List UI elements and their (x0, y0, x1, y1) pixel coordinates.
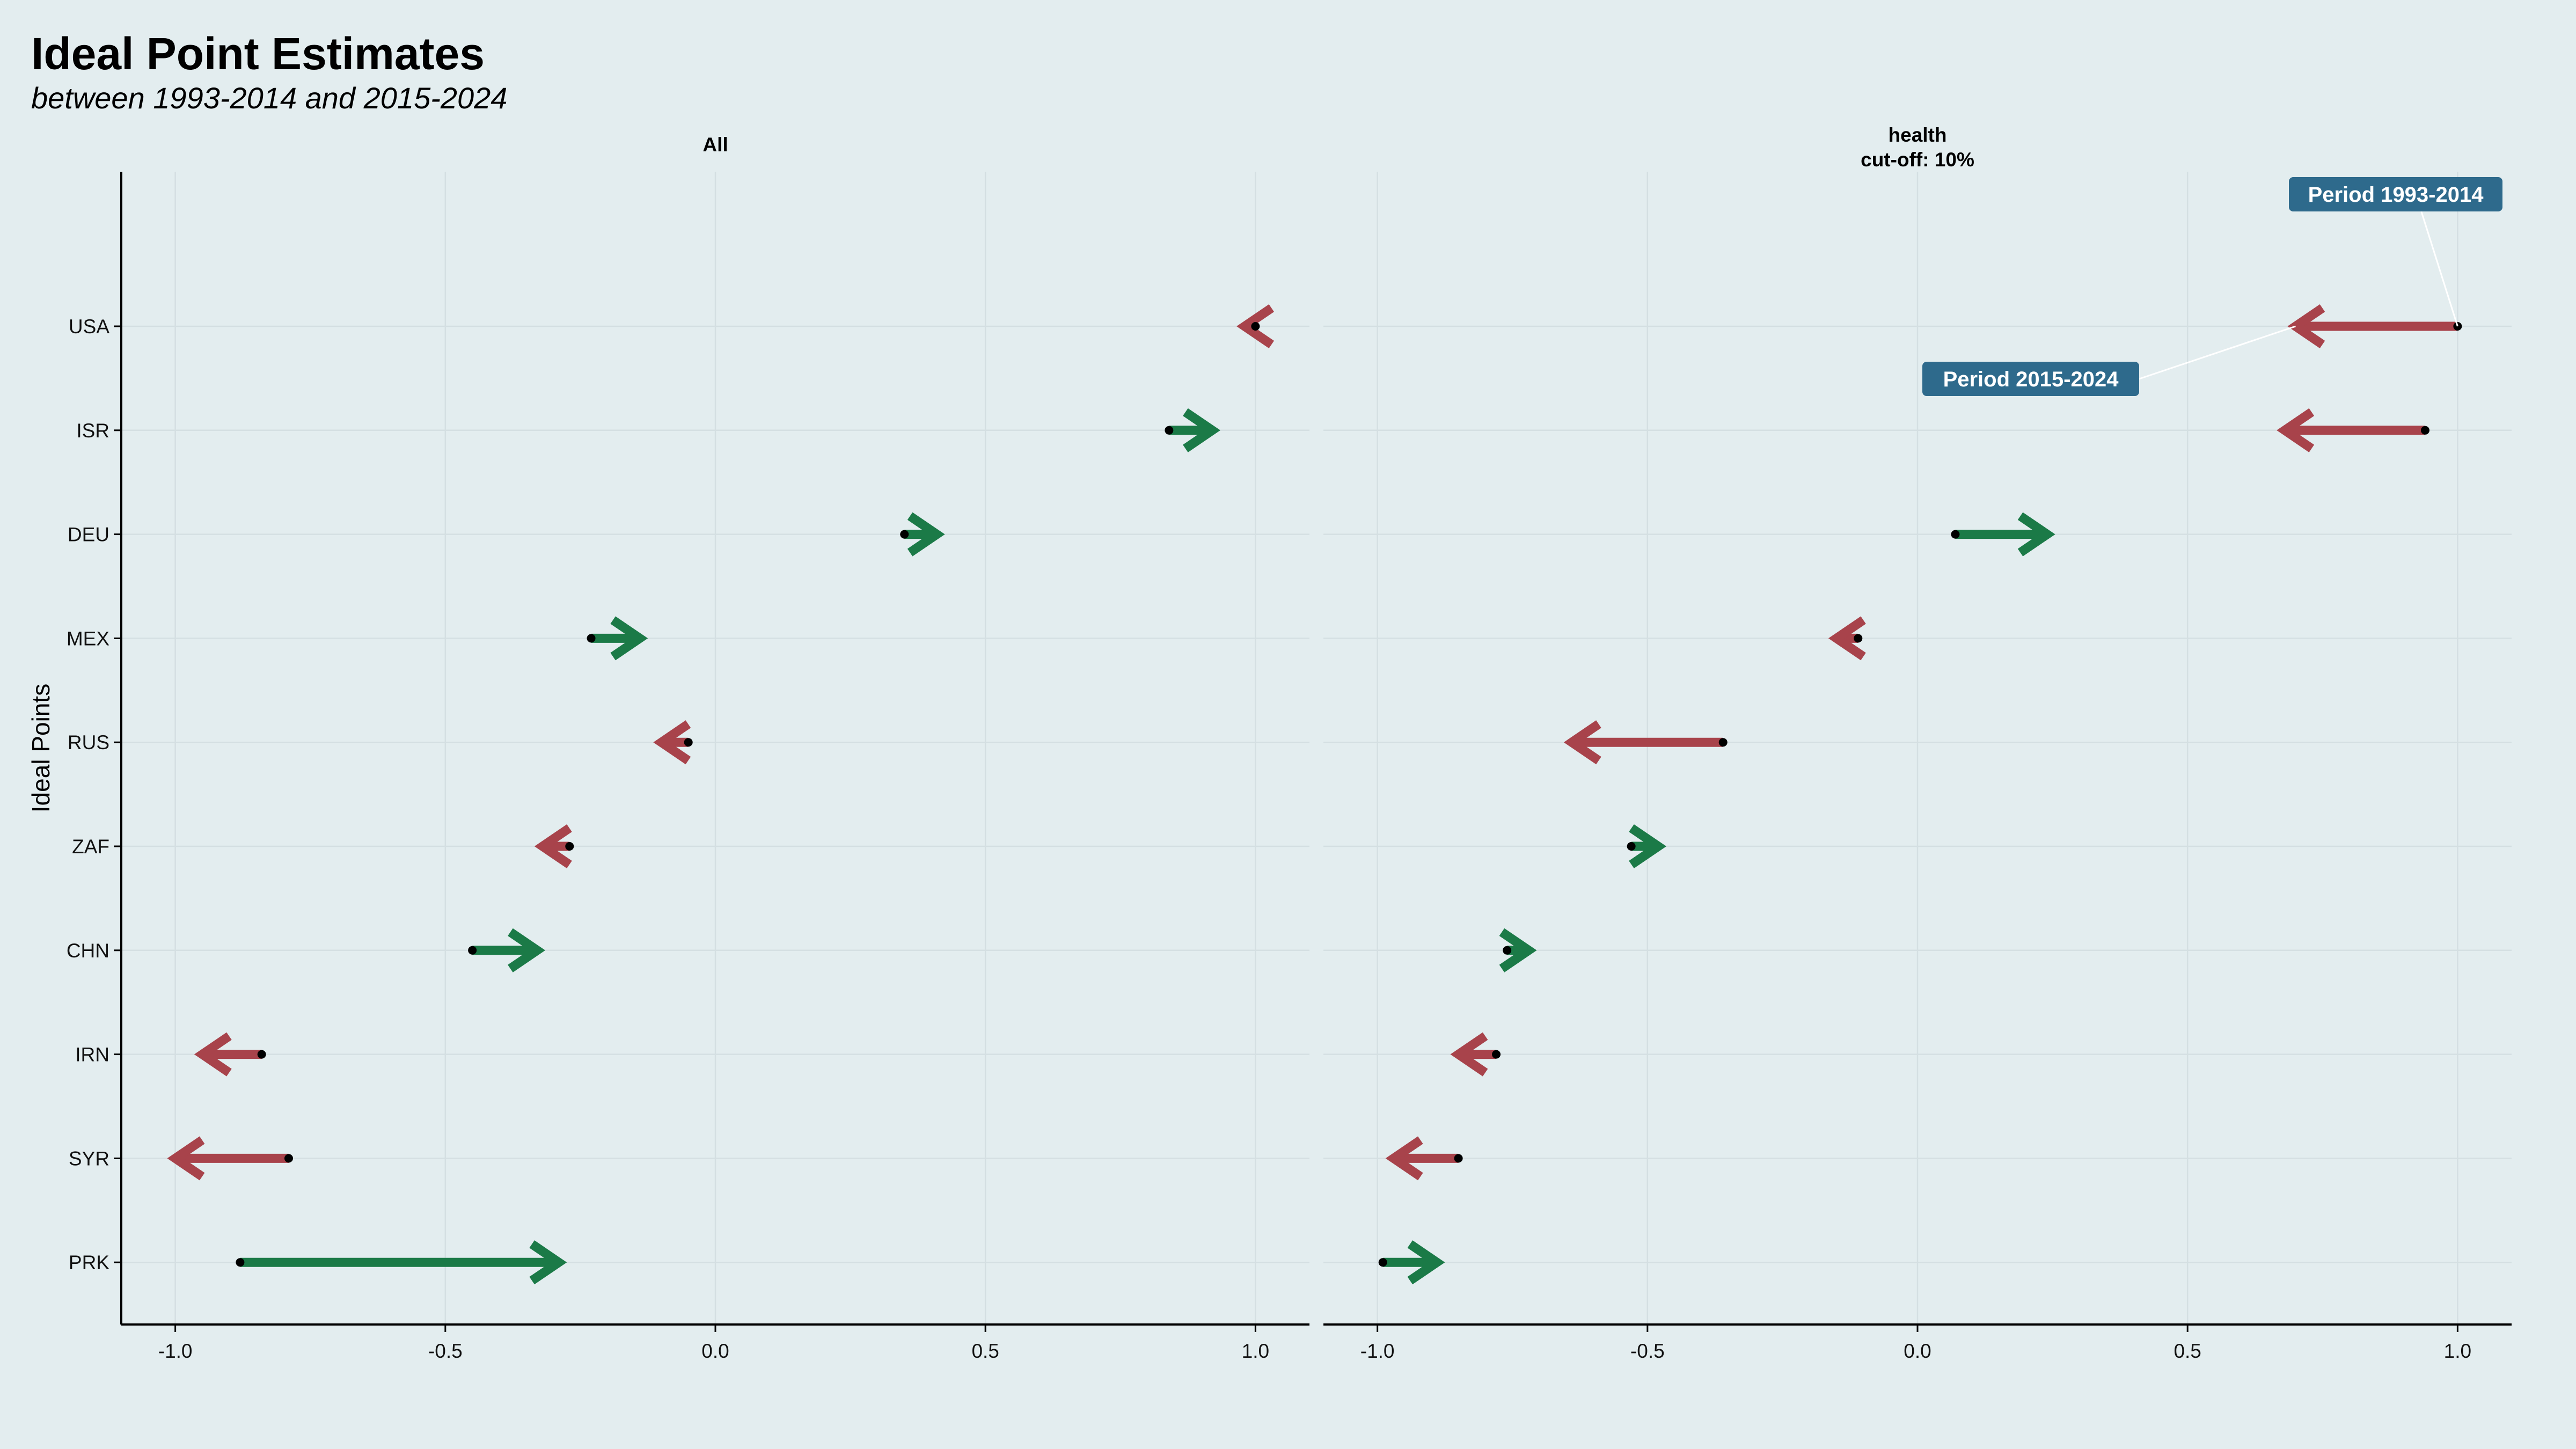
arrow-head-All-RUS (653, 720, 691, 765)
start-point-All-DEU (900, 530, 909, 539)
start-point-health-SYR (1454, 1154, 1463, 1163)
arrow-head-health-IRN (1450, 1032, 1488, 1077)
x-tick-label: 0.5 (971, 1340, 999, 1362)
y-tick-label-RUS: RUS (68, 731, 109, 753)
start-point-All-CHN (468, 946, 477, 955)
arrow-head-All-PRK (529, 1240, 567, 1285)
annotation-connector (2420, 211, 2458, 327)
y-tick-label-CHN: CHN (67, 940, 109, 962)
y-tick-label-DEU: DEU (68, 524, 109, 546)
y-tick-label-MEX: MEX (67, 627, 109, 649)
annotation-box (1922, 362, 2139, 396)
start-point-All-MEX (587, 634, 596, 643)
start-point-All-PRK (236, 1258, 245, 1267)
start-point-All-USA (1251, 322, 1260, 331)
start-point-health-PRK (1378, 1258, 1387, 1267)
arrow-head-health-RUS (1563, 720, 1601, 765)
arrow-head-All-IRN (194, 1032, 232, 1077)
start-point-health-CHN (1503, 946, 1512, 955)
start-point-All-RUS (684, 738, 693, 747)
arrow-head-health-ISR (2277, 408, 2315, 452)
x-tick-label: 0.0 (701, 1340, 729, 1362)
y-tick-label-ZAF: ZAF (72, 836, 109, 858)
start-point-health-RUS (1718, 738, 1728, 747)
arrow-head-All-MEX (610, 616, 648, 661)
y-tick-label-IRN: IRN (75, 1044, 109, 1066)
start-point-health-ZAF (1627, 842, 1636, 851)
start-point-All-ISR (1165, 426, 1174, 435)
start-point-health-ISR (2420, 426, 2429, 435)
arrow-head-All-SYR (167, 1136, 205, 1181)
arrow-head-health-DEU (2017, 512, 2055, 557)
arrow-head-health-PRK (1407, 1240, 1445, 1285)
panel-label-health: health (1889, 124, 1947, 146)
arrow-head-All-ISR (1183, 408, 1220, 452)
arrow-head-All-ZAF (534, 824, 572, 869)
x-tick-label: -0.5 (428, 1340, 463, 1362)
start-point-health-MEX (1854, 634, 1863, 643)
x-tick-label: 1.0 (1242, 1340, 1269, 1362)
x-tick-label: 1.0 (2444, 1340, 2471, 1362)
start-point-All-IRN (257, 1050, 266, 1059)
y-tick-label-ISR: ISR (76, 420, 109, 442)
y-tick-label-USA: USA (69, 316, 109, 338)
annotation-label: Period 2015-2024 (1943, 368, 2119, 391)
x-tick-label: -1.0 (158, 1340, 193, 1362)
arrow-head-All-CHN (508, 928, 546, 972)
annotation-box (2289, 177, 2502, 211)
start-point-All-ZAF (565, 842, 574, 851)
y-tick-label-PRK: PRK (69, 1252, 109, 1274)
annotation-label: Period 1993-2014 (2308, 183, 2484, 207)
arrow-head-health-SYR (1385, 1136, 1423, 1181)
start-point-All-SYR (284, 1154, 293, 1163)
arrow-head-All-USA (1236, 304, 1275, 349)
panel-label-health: cut-off: 10% (1861, 149, 1974, 171)
arrow-head-health-MEX (1828, 616, 1866, 661)
chart-title: Ideal Point Estimates (31, 28, 485, 79)
arrow-head-All-DEU (907, 512, 945, 557)
x-tick-label: -0.5 (1630, 1340, 1665, 1362)
arrow-head-health-CHN (1499, 928, 1537, 972)
panel-label-All: All (702, 134, 728, 156)
arrow-head-health-ZAF (1629, 824, 1667, 869)
start-point-health-DEU (1951, 530, 1960, 539)
annotation-connector (2139, 325, 2296, 380)
x-tick-label: 0.5 (2174, 1340, 2201, 1362)
y-tick-label-SYR: SYR (69, 1147, 109, 1169)
x-tick-label: -1.0 (1360, 1340, 1395, 1362)
y-axis-title: Ideal Points (27, 684, 55, 813)
start-point-health-IRN (1492, 1050, 1501, 1059)
x-tick-label: 0.0 (1904, 1340, 1931, 1362)
chart-subtitle: between 1993-2014 and 2015-2024 (31, 81, 508, 115)
